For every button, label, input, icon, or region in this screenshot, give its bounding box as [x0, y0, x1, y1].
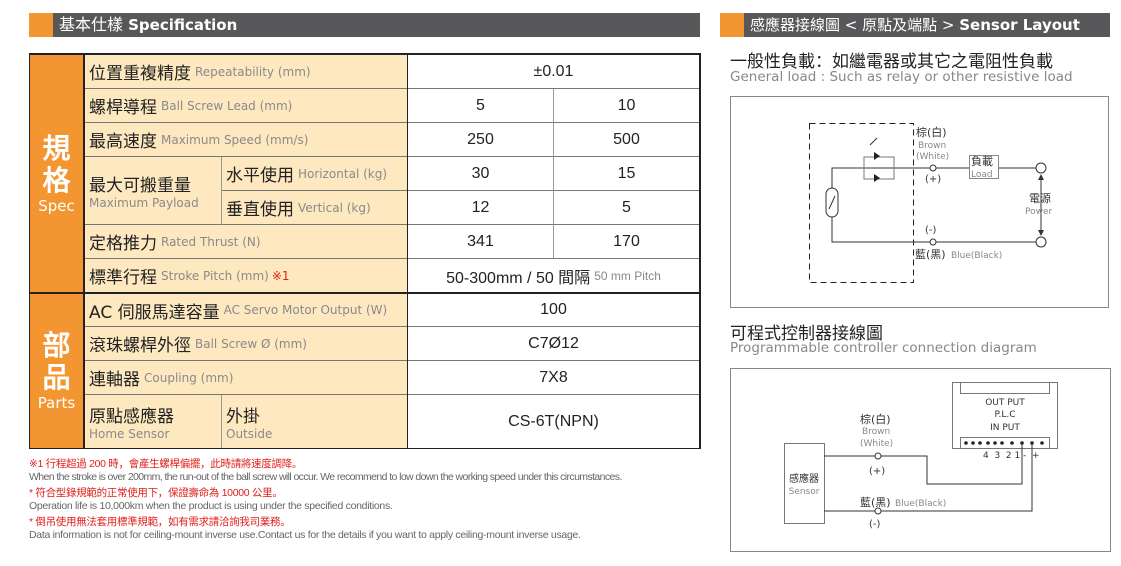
header-cn: 感應器接線圖 < 原點及端點 >: [750, 16, 955, 34]
row-repeatability: 位置重複精度 Repeatability (mm): [85, 55, 407, 89]
value-thrust-2: 170: [554, 225, 699, 259]
row-rated-thrust: 定格推力 Rated Thrust (N): [85, 225, 407, 259]
note-3-cn: * 倒吊使用無法套用標準規範，如有需求請洽詢我司業務。: [29, 516, 291, 528]
value-stroke-pitch: 50-300mm / 50 間隔 50 mm Pitch: [408, 259, 699, 292]
note-2-cn: * 符合型錄規範的正常使用下，保證壽命為 10000 公里。: [29, 487, 283, 499]
terminal-minus: [929, 238, 937, 246]
load-box: [969, 155, 999, 179]
group-parts-cn1: 部: [42, 329, 71, 362]
header-accent: [29, 13, 53, 37]
value-vertical-2: 5: [554, 191, 699, 225]
svg-text:棕(白): 棕(白): [860, 412, 891, 426]
value-lead-1: 5: [408, 89, 554, 123]
spec-section-header: 基本仕樣 Specification: [29, 13, 700, 37]
value-repeatability: ±0.01: [408, 55, 699, 89]
header-en: Specification: [128, 16, 238, 34]
terminal-plus: [929, 164, 937, 172]
svg-text:(-): (-): [869, 519, 881, 530]
row-servo-motor: AC 伺服馬達容量 AC Servo Motor Output (W): [85, 294, 407, 327]
svg-text:(White): (White): [860, 439, 893, 449]
row-stroke-pitch: 標準行程 Stroke Pitch (mm) ※1: [85, 259, 407, 292]
group-spec-cn1: 規: [42, 131, 71, 165]
svg-text:Sensor: Sensor: [789, 487, 820, 497]
svg-text:Brown: Brown: [918, 141, 946, 151]
header-cn: 基本仕樣: [59, 15, 124, 34]
note-1-cn: ※1 行程超過 200 時，會產生螺桿偏擺，此時請將速度調降。: [29, 458, 303, 470]
row-ball-screw-lead: 螺桿導程 Ball Screw Lead (mm): [85, 89, 407, 123]
header-en: Sensor Layout: [959, 16, 1080, 34]
group-spec-en: Spec: [38, 196, 75, 215]
row-coupling: 連軸器 Coupling (mm): [85, 361, 407, 395]
plc-terminal-dots: [964, 441, 1044, 445]
svg-text:OUT PUT: OUT PUT: [985, 398, 1025, 408]
sensor-box: [784, 443, 825, 524]
value-servo-motor: 100: [408, 294, 699, 327]
svg-text:IN PUT: IN PUT: [990, 423, 1020, 433]
home-sensor-mount: 外掛 Outside: [222, 395, 407, 448]
note-1-en: When the stroke is over 200mm, the run-o…: [29, 471, 622, 483]
value-lead-2: 10: [554, 89, 699, 123]
plc-subtitle: Programmable controller connection diagr…: [730, 340, 1037, 356]
svg-text:Power: Power: [1025, 207, 1053, 217]
value-speed-1: 250: [408, 123, 554, 157]
svg-text:(White): (White): [916, 152, 949, 162]
row-horizontal: 水平使用 Horizontal (kg): [222, 157, 407, 191]
svg-text:Brown: Brown: [862, 427, 890, 437]
general-load-title: 一般性負載：如繼電器或其它之電阻性負載: [730, 52, 1053, 72]
svg-text:電源: 電源: [1029, 191, 1051, 205]
row-max-payload: 最大可搬重量 Maximum Payload: [85, 157, 222, 225]
value-vertical-1: 12: [408, 191, 554, 225]
svg-text:感應器: 感應器: [789, 472, 819, 485]
svg-text:(+): (+): [869, 466, 885, 477]
note-3-en: Data information is not for ceiling-moun…: [29, 529, 581, 541]
group-parts-en: Parts: [37, 394, 76, 412]
svg-text:P.L.C: P.L.C: [994, 410, 1015, 420]
svg-text:4 3 2 1 - +: 4 3 2 1 - +: [983, 451, 1040, 461]
svg-text:棕(白): 棕(白): [916, 125, 947, 139]
sensor-section-header: 感應器接線圖 < 原點及端點 > Sensor Layout: [720, 13, 1110, 37]
svg-text:Blue(Black): Blue(Black): [895, 499, 946, 509]
row-ball-screw-diameter: 滾珠螺桿外徑 Ball Screw Ø (mm): [85, 327, 407, 361]
group-parts: 部 品 Parts: [30, 294, 83, 448]
value-horizontal-2: 15: [554, 157, 699, 191]
value-ball-screw-diameter: C7Ø12: [408, 327, 699, 361]
header-accent: [720, 13, 744, 37]
row-max-speed: 最高速度 Maximum Speed (mm/s): [85, 123, 407, 157]
row-home-sensor: 原點感應器 Home Sensor: [85, 395, 222, 448]
svg-text:藍(黑): 藍(黑): [915, 248, 946, 261]
general-load-subtitle: General load : Such as relay or other re…: [730, 69, 1073, 85]
group-spec-cn2: 格: [42, 163, 71, 197]
group-parts-cn2: 品: [42, 361, 71, 394]
svg-text:Load: Load: [971, 170, 993, 180]
svg-text:(-): (-): [925, 225, 937, 236]
value-home-sensor: CS-6T(NPN): [408, 395, 699, 448]
note-2-en: Operation life is 10,000km when the prod…: [29, 500, 393, 512]
led-icon: [869, 137, 880, 182]
row-vertical: 垂直使用 Vertical (kg): [222, 191, 407, 225]
value-coupling: 7X8: [408, 361, 699, 395]
group-spec: 規 格 Spec: [30, 55, 83, 292]
svg-text:藍(黑): 藍(黑): [860, 496, 891, 509]
power-terminal-top: [1035, 162, 1047, 174]
power-terminal-bottom: [1035, 236, 1047, 248]
svg-text:(+): (+): [925, 174, 941, 185]
svg-text:負載: 負載: [971, 155, 993, 168]
plc-title: 可程式控制器接線圖: [730, 324, 883, 344]
value-speed-2: 500: [554, 123, 699, 157]
value-horizontal-1: 30: [408, 157, 554, 191]
svg-text:Blue(Black): Blue(Black): [951, 251, 1002, 261]
value-thrust-1: 341: [408, 225, 554, 259]
